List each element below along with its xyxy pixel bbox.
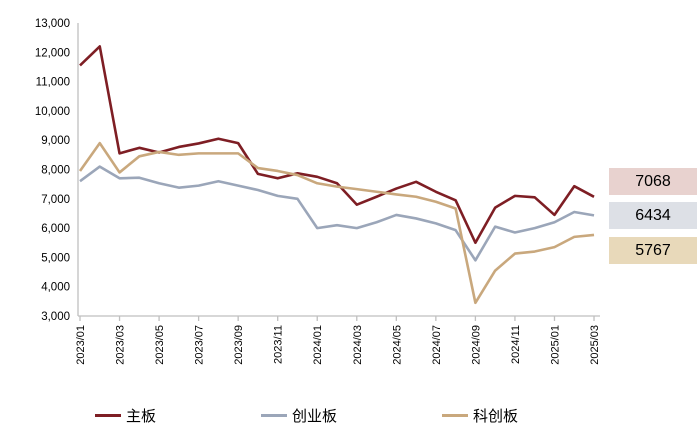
y-axis-tick-label: 9,000 — [41, 135, 70, 147]
y-axis-tick-label: 4,000 — [41, 282, 70, 294]
legend-label-chinext: 创业板 — [292, 407, 338, 425]
legend-item-main-board[interactable]: 主板 — [95, 405, 156, 426]
y-axis-tick-label: 5,000 — [41, 252, 70, 264]
y-axis-tick-label: 13,000 — [35, 18, 70, 30]
y-axis-tick-label: 3,000 — [41, 311, 70, 323]
y-axis-tick-label: 8,000 — [41, 165, 70, 177]
x-axis-tick-label: 2024/07 — [431, 325, 443, 365]
legend: 主板 创业板 科创板 — [95, 403, 700, 427]
legend-item-star-market[interactable]: 科创板 — [442, 405, 518, 426]
chinext-series-line — [79, 165, 595, 262]
x-axis-tick-label: 2024/03 — [352, 325, 364, 365]
star-market-line-swatch-icon — [442, 413, 469, 417]
y-axis-tick-label: 7,000 — [41, 194, 70, 206]
x-axis-tick-label: 2024/01 — [312, 325, 324, 365]
main-board-series-line — [79, 45, 595, 245]
x-axis-tick-label: 2024/05 — [391, 325, 403, 365]
y-axis-tick-label: 10,000 — [35, 106, 70, 118]
x-axis-tick-label: 2025/03 — [589, 325, 601, 365]
end-value-label-star-market: 5767 — [609, 237, 697, 264]
legend-label-main-board: 主板 — [126, 407, 157, 425]
main-board-line-swatch-icon — [95, 413, 121, 417]
legend-label-star-market: 科创板 — [473, 407, 519, 425]
x-axis-tick-label: 2023/11 — [273, 325, 285, 364]
x-axis-tick-label: 2024/09 — [470, 325, 482, 365]
y-axis-tick-label: 11,000 — [36, 77, 70, 89]
star-market-series-line — [78, 141, 595, 305]
x-axis-tick-label: 2023/09 — [233, 325, 245, 365]
x-axis-tick-label: 2023/01 — [75, 325, 87, 365]
legend-item-chinext[interactable]: 创业板 — [261, 405, 337, 426]
x-axis-tick-label: 2023/03 — [115, 325, 127, 365]
x-axis-tick-label: 2023/05 — [154, 325, 166, 365]
chinext-line-swatch-icon — [261, 413, 288, 417]
y-axis-tick-label: 12,000 — [35, 47, 70, 59]
y-axis-tick-label: 6,000 — [41, 223, 70, 235]
x-axis-tick-label: 2023/07 — [194, 325, 206, 365]
x-axis-tick-label: 2024/11 — [510, 325, 522, 364]
end-value-label-chinext: 6434 — [609, 202, 697, 229]
end-value-label-main-board: 7068 — [609, 168, 697, 195]
x-axis-tick-label: 2025/01 — [549, 325, 561, 365]
